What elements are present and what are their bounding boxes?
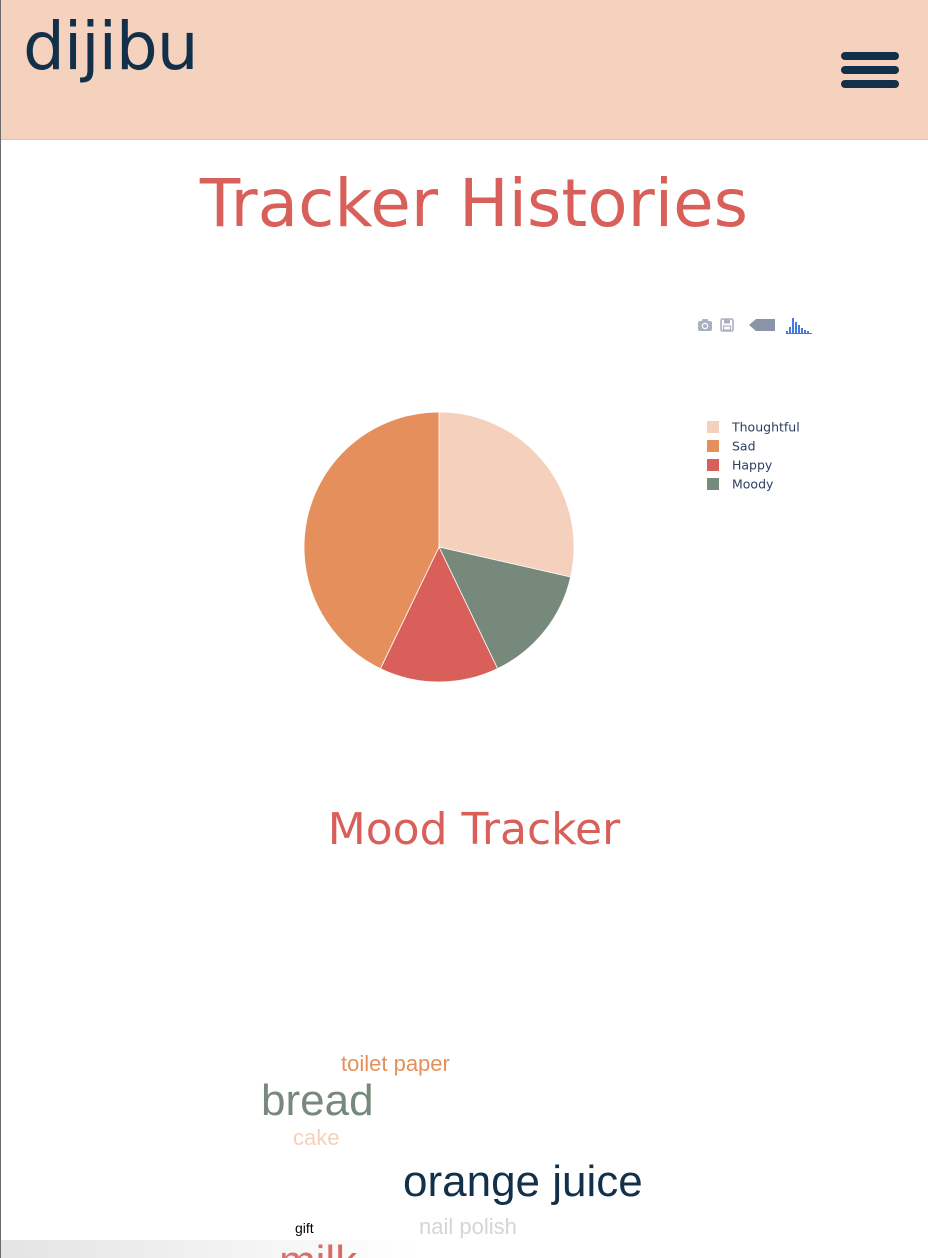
chart-modebar bbox=[693, 314, 817, 336]
word-cloud-item: orange juice bbox=[403, 1157, 643, 1206]
tag-icon[interactable] bbox=[749, 319, 775, 331]
pie-slice-happy[interactable] bbox=[379, 546, 499, 683]
camera-icon[interactable] bbox=[697, 318, 713, 332]
pie-slice-moody[interactable] bbox=[438, 546, 572, 670]
pie-slices bbox=[303, 411, 575, 683]
hamburger-menu-icon[interactable] bbox=[841, 52, 899, 88]
plotly-logo-icon[interactable] bbox=[786, 316, 812, 334]
legend-label-sad[interactable]: Sad bbox=[732, 439, 756, 454]
chart-legend: Thoughtful Sad Happy Moody bbox=[707, 420, 800, 492]
section-title: Mood Tracker bbox=[327, 804, 621, 855]
word-cloud-item: cake bbox=[293, 1125, 340, 1150]
legend-swatch-sad[interactable] bbox=[707, 440, 719, 452]
word-cloud-item: toilet paper bbox=[341, 1051, 450, 1076]
word-cloud-item: bread bbox=[261, 1076, 374, 1125]
pie-slice-sad[interactable] bbox=[303, 411, 440, 670]
legend-swatch-happy[interactable] bbox=[707, 459, 719, 471]
menu-bar-top bbox=[841, 52, 899, 60]
brand-logo[interactable]: dijibu bbox=[23, 8, 199, 85]
mood-pie-chart: Thoughtful Sad Happy Moody bbox=[303, 411, 800, 683]
bottom-scroll-fade bbox=[1, 1240, 928, 1258]
navbar: dijibu bbox=[1, 0, 928, 140]
menu-bar-middle bbox=[841, 66, 899, 74]
menu-bar-bottom bbox=[841, 80, 899, 88]
legend-swatch-moody[interactable] bbox=[707, 478, 719, 490]
word-cloud-item: gift bbox=[295, 1220, 314, 1236]
page-title: Tracker Histories bbox=[199, 165, 749, 242]
word-cloud-item: nail polish bbox=[419, 1214, 517, 1239]
save-icon[interactable] bbox=[720, 318, 734, 332]
pie-slice-thoughtful[interactable] bbox=[438, 411, 575, 578]
legend-label-happy[interactable]: Happy bbox=[732, 458, 773, 473]
legend-swatch-thoughtful[interactable] bbox=[707, 421, 719, 433]
legend-label-moody[interactable]: Moody bbox=[732, 477, 774, 492]
legend-label-thoughtful[interactable]: Thoughtful bbox=[731, 420, 800, 435]
